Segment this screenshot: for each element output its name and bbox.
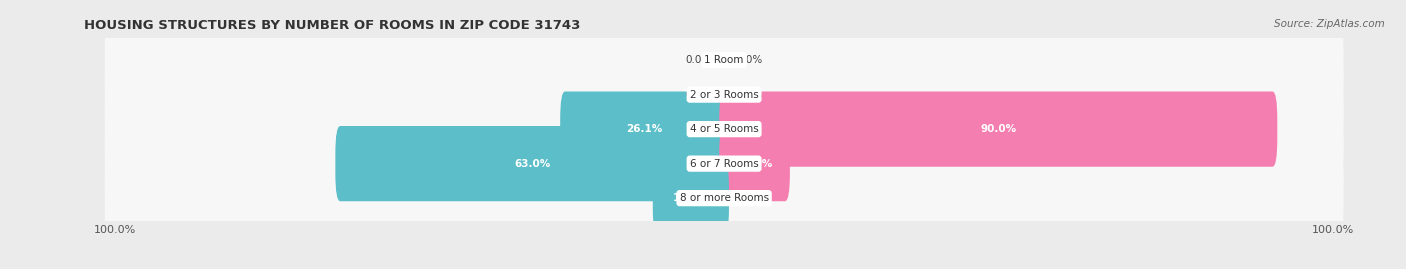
Text: 8 or more Rooms: 8 or more Rooms <box>679 193 769 203</box>
FancyBboxPatch shape <box>104 38 1344 151</box>
FancyBboxPatch shape <box>104 73 1344 185</box>
Text: 0.0%: 0.0% <box>737 55 762 65</box>
FancyBboxPatch shape <box>336 126 728 201</box>
Text: 63.0%: 63.0% <box>515 159 550 169</box>
Text: 2 or 3 Rooms: 2 or 3 Rooms <box>690 90 758 100</box>
FancyBboxPatch shape <box>104 74 1344 184</box>
Text: 1 Room: 1 Room <box>704 55 744 65</box>
FancyBboxPatch shape <box>104 107 1344 220</box>
Text: 0.0%: 0.0% <box>737 90 762 100</box>
FancyBboxPatch shape <box>720 91 1277 167</box>
Text: 6 or 7 Rooms: 6 or 7 Rooms <box>690 159 758 169</box>
Text: 26.1%: 26.1% <box>627 124 662 134</box>
Text: 10.0%: 10.0% <box>737 159 773 169</box>
FancyBboxPatch shape <box>560 91 728 167</box>
FancyBboxPatch shape <box>720 126 790 201</box>
FancyBboxPatch shape <box>104 142 1344 254</box>
FancyBboxPatch shape <box>104 143 1344 253</box>
FancyBboxPatch shape <box>104 108 1344 219</box>
Text: HOUSING STRUCTURES BY NUMBER OF ROOMS IN ZIP CODE 31743: HOUSING STRUCTURES BY NUMBER OF ROOMS IN… <box>84 19 581 32</box>
Text: 90.0%: 90.0% <box>980 124 1017 134</box>
Text: Source: ZipAtlas.com: Source: ZipAtlas.com <box>1274 19 1385 29</box>
FancyBboxPatch shape <box>652 161 728 236</box>
Text: 10.9%: 10.9% <box>673 193 709 203</box>
Text: 0.0%: 0.0% <box>686 55 711 65</box>
Text: 4 or 5 Rooms: 4 or 5 Rooms <box>690 124 758 134</box>
FancyBboxPatch shape <box>104 4 1344 116</box>
FancyBboxPatch shape <box>104 5 1344 115</box>
FancyBboxPatch shape <box>104 39 1344 150</box>
Text: 0.0%: 0.0% <box>737 193 762 203</box>
Text: 0.0%: 0.0% <box>686 90 711 100</box>
